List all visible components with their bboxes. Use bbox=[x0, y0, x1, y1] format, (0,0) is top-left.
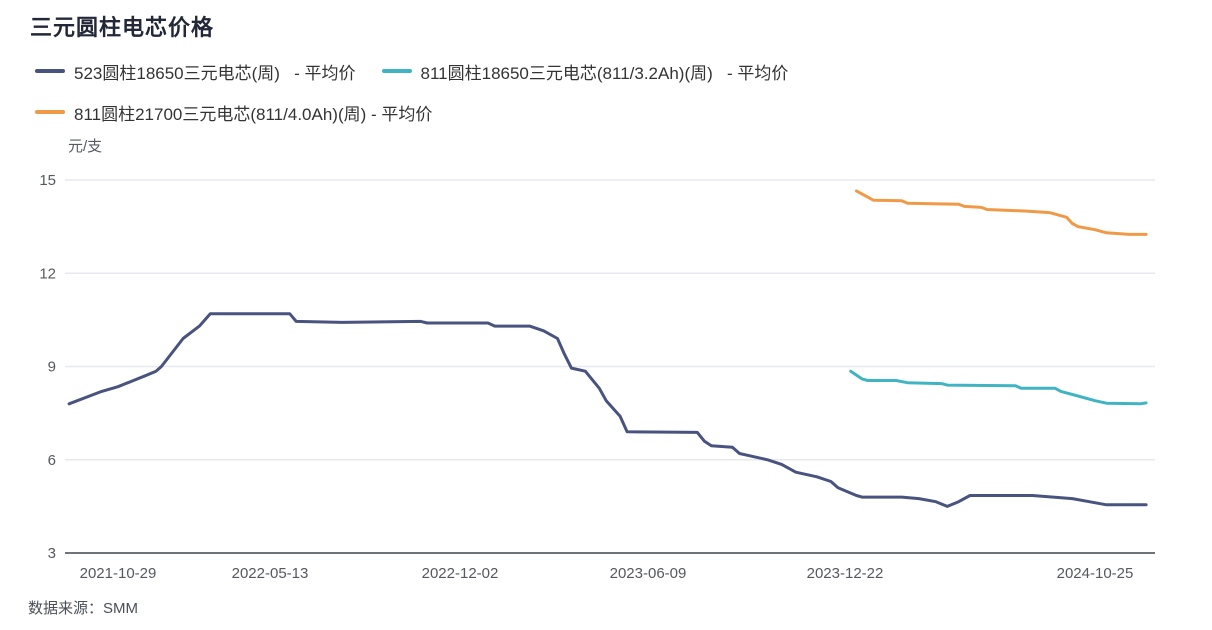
legend-item-811-18650[interactable]: 811圆柱18650三元电芯(811/3.2Ah)(周) - 平均价 bbox=[381, 59, 789, 84]
legend-row-2: 811圆柱21700三元电芯(811/4.0Ah)(周) - 平均价 bbox=[35, 99, 788, 125]
legend-row-1: 523圆柱18650三元电芯(周) - 平均价 811圆柱18650三元电芯(8… bbox=[35, 58, 788, 84]
legend-label-811-18650: 811圆柱18650三元电芯(811/3.2Ah)(周) - 平均价 bbox=[420, 63, 789, 83]
legend-label-811-21700: 811圆柱21700三元电芯(811/4.0Ah)(周) - 平均价 bbox=[74, 104, 433, 124]
data-source-label: 数据来源：SMM bbox=[28, 600, 138, 617]
y-tick-label-9: 9 bbox=[48, 359, 56, 376]
y-tick-label-3: 3 bbox=[48, 545, 56, 562]
y-tick-label-6: 6 bbox=[48, 452, 56, 469]
x-tick-label-2024-10-25: 2024-10-25 bbox=[1057, 565, 1134, 582]
legend-swatch-811-18650 bbox=[381, 69, 412, 73]
legend: 523圆柱18650三元电芯(周) - 平均价 811圆柱18650三元电芯(8… bbox=[35, 58, 788, 140]
y-tick-label-15: 15 bbox=[39, 172, 56, 189]
legend-swatch-523-18650 bbox=[35, 69, 65, 73]
chart-title: 三元圆柱电芯价格 bbox=[30, 15, 215, 40]
x-tick-label-2023-06-09: 2023-06-09 bbox=[610, 565, 687, 582]
y-axis-unit-label: 元/支 bbox=[68, 138, 103, 155]
x-tick-label-2022-12-02: 2022-12-02 bbox=[422, 565, 499, 582]
legend-item-811-21700[interactable]: 811圆柱21700三元电芯(811/4.0Ah)(周) - 平均价 bbox=[35, 100, 432, 125]
x-tick-label-2022-05-13: 2022-05-13 bbox=[232, 565, 309, 582]
series-line-523-18650 bbox=[67, 312, 1148, 508]
series-line-811-18650 bbox=[849, 369, 1148, 406]
x-tick-label-2023-12-22: 2023-12-22 bbox=[807, 565, 884, 582]
legend-swatch-811-21700 bbox=[35, 110, 65, 114]
x-tick-label-2021-10-29: 2021-10-29 bbox=[80, 565, 157, 582]
y-tick-label-12: 12 bbox=[39, 265, 56, 282]
series-line-811-21700 bbox=[854, 189, 1148, 236]
legend-label-523-18650: 523圆柱18650三元电芯(周) - 平均价 bbox=[74, 63, 356, 83]
legend-item-523-18650[interactable]: 523圆柱18650三元电芯(周) - 平均价 bbox=[35, 59, 356, 84]
